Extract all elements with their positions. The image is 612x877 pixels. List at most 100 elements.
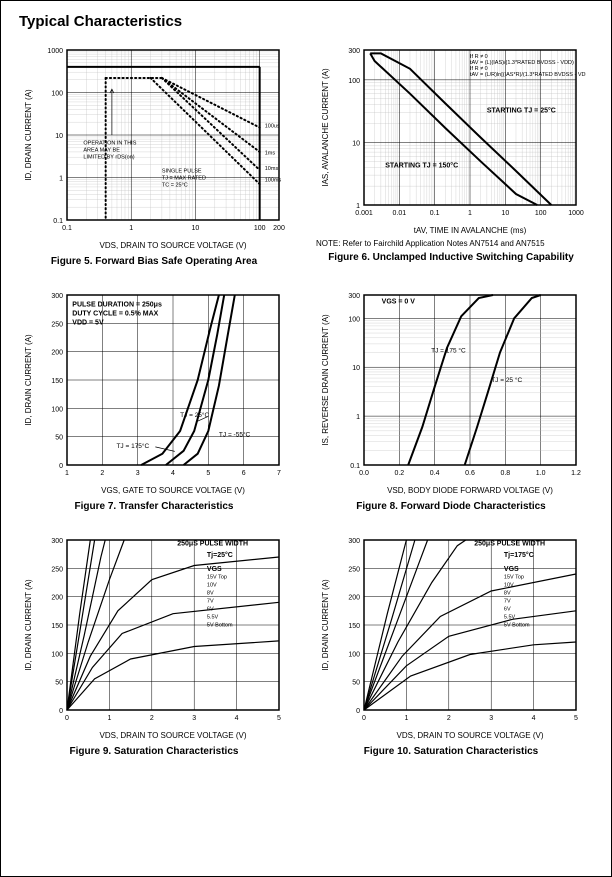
svg-text:0: 0 — [362, 715, 366, 722]
svg-text:VSD, BODY DIODE FORWARD VOLTAG: VSD, BODY DIODE FORWARD VOLTAGE (V) — [387, 486, 553, 495]
svg-text:0.1: 0.1 — [53, 218, 63, 225]
svg-text:10ms: 10ms — [265, 166, 279, 172]
figure-5: 0.11101002000.11101001000100us1ms10ms100… — [19, 42, 289, 267]
svg-text:0.8: 0.8 — [500, 470, 510, 477]
svg-text:6V: 6V — [504, 607, 511, 613]
svg-text:0: 0 — [356, 708, 360, 715]
svg-text:10: 10 — [192, 225, 200, 232]
svg-text:VGS = 0 V: VGS = 0 V — [382, 299, 416, 306]
svg-text:150: 150 — [348, 623, 360, 630]
svg-text:5.5V: 5.5V — [207, 615, 219, 621]
svg-text:7: 7 — [277, 470, 281, 477]
svg-text:10V: 10V — [504, 583, 514, 589]
svg-text:PULSE DURATION = 250μs: PULSE DURATION = 250μs — [72, 301, 162, 308]
svg-text:100: 100 — [348, 78, 360, 85]
fig9-caption: Figure 9. Saturation Characteristics — [19, 746, 289, 757]
svg-text:250: 250 — [51, 566, 63, 573]
svg-text:1000: 1000 — [47, 48, 63, 55]
svg-text:100: 100 — [348, 316, 360, 323]
fig10-chart: 012345050100150200250300VDS, DRAIN TO SO… — [316, 532, 586, 742]
svg-text:3: 3 — [136, 470, 140, 477]
svg-text:STARTING TJ = 25°C: STARTING TJ = 25°C — [487, 107, 556, 115]
fig6-caption: Figure 6. Unclamped Inductive Switching … — [316, 252, 586, 263]
svg-text:250: 250 — [51, 321, 63, 328]
svg-text:0.1: 0.1 — [62, 225, 72, 232]
svg-text:0.2: 0.2 — [394, 470, 404, 477]
svg-text:5V Bottom: 5V Bottom — [207, 623, 233, 629]
svg-text:0.6: 0.6 — [465, 470, 475, 477]
svg-text:250μS PULSE WIDTH: 250μS PULSE WIDTH — [474, 541, 545, 548]
svg-text:4: 4 — [235, 715, 239, 722]
svg-text:0.1: 0.1 — [350, 463, 360, 470]
svg-text:200: 200 — [51, 350, 63, 357]
svg-text:3: 3 — [192, 715, 196, 722]
svg-text:50: 50 — [55, 435, 63, 442]
svg-text:15V Top: 15V Top — [207, 575, 227, 581]
fig7-chart: 1234567050100150200250300VGS, GATE TO SO… — [19, 287, 289, 497]
svg-text:7V: 7V — [504, 599, 511, 605]
fig9-chart: 012345050100150200250300VDS, DRAIN TO SO… — [19, 532, 289, 742]
svg-text:TJ = 25 °C: TJ = 25 °C — [491, 376, 522, 384]
svg-text:0: 0 — [65, 715, 69, 722]
svg-text:ID, DRAIN CURRENT (A): ID, DRAIN CURRENT (A) — [24, 579, 33, 671]
svg-text:LIMITED BY rDS(on): LIMITED BY rDS(on) — [83, 154, 134, 160]
svg-text:Tj=175°C: Tj=175°C — [504, 551, 534, 559]
svg-text:VDS, DRAIN TO SOURCE VOLTAGE (: VDS, DRAIN TO SOURCE VOLTAGE (V) — [100, 241, 247, 250]
svg-text:300: 300 — [348, 293, 360, 300]
svg-text:ID, DRAIN CURRENT (A): ID, DRAIN CURRENT (A) — [24, 334, 33, 426]
svg-text:TJ = MAX RATED: TJ = MAX RATED — [162, 176, 206, 182]
datasheet-page: Typical Characteristics 0.11101002000.11… — [0, 0, 612, 877]
svg-text:0.0: 0.0 — [359, 470, 369, 477]
svg-text:5: 5 — [574, 715, 578, 722]
svg-text:IAS, AVALANCHE CURRENT (A): IAS, AVALANCHE CURRENT (A) — [321, 68, 330, 187]
svg-text:tAV = (L/R)ln[(IAS*R)/(1.3*RAT: tAV = (L/R)ln[(IAS*R)/(1.3*RATED BVDSS -… — [470, 72, 586, 78]
figure-10: 012345050100150200250300VDS, DRAIN TO SO… — [316, 532, 586, 757]
svg-text:200: 200 — [348, 595, 360, 602]
svg-text:1ms: 1ms — [265, 150, 276, 156]
svg-text:1: 1 — [59, 176, 63, 183]
svg-text:SINGLE PULSE: SINGLE PULSE — [162, 169, 202, 175]
svg-text:VDS, DRAIN TO SOURCE VOLTAGE (: VDS, DRAIN TO SOURCE VOLTAGE (V) — [397, 731, 544, 740]
svg-text:TJ = 175°C: TJ = 175°C — [116, 442, 149, 450]
svg-text:7V: 7V — [207, 599, 214, 605]
svg-text:1: 1 — [404, 715, 408, 722]
svg-text:100: 100 — [535, 210, 547, 217]
svg-text:100: 100 — [51, 406, 63, 413]
figure-9: 012345050100150200250300VDS, DRAIN TO SO… — [19, 532, 289, 757]
svg-text:1: 1 — [129, 225, 133, 232]
svg-text:10: 10 — [501, 210, 509, 217]
svg-text:1: 1 — [356, 203, 360, 210]
svg-text:2: 2 — [150, 715, 154, 722]
svg-text:5.5V: 5.5V — [504, 615, 516, 621]
fig6-note: NOTE: Refer to Fairchild Application Not… — [316, 239, 586, 248]
svg-text:5: 5 — [277, 715, 281, 722]
svg-text:VDD = 5V: VDD = 5V — [72, 319, 104, 326]
svg-text:1: 1 — [356, 414, 360, 421]
svg-text:250: 250 — [348, 566, 360, 573]
svg-text:0.1: 0.1 — [430, 210, 440, 217]
svg-text:4: 4 — [171, 470, 175, 477]
svg-text:100: 100 — [254, 225, 266, 232]
svg-text:300: 300 — [348, 48, 360, 55]
svg-text:150: 150 — [51, 623, 63, 630]
svg-text:1000: 1000 — [568, 210, 584, 217]
svg-text:10: 10 — [55, 133, 63, 140]
svg-text:4: 4 — [532, 715, 536, 722]
svg-text:6: 6 — [242, 470, 246, 477]
svg-text:100us: 100us — [265, 124, 280, 130]
svg-text:1.2: 1.2 — [571, 470, 581, 477]
svg-text:5V Bottom: 5V Bottom — [504, 623, 530, 629]
svg-text:AREA MAY BE: AREA MAY BE — [83, 147, 120, 153]
svg-text:1: 1 — [468, 210, 472, 217]
svg-text:ID, DRAIN CURRENT (A): ID, DRAIN CURRENT (A) — [321, 579, 330, 671]
svg-text:0.4: 0.4 — [430, 470, 440, 477]
svg-text:100: 100 — [51, 651, 63, 658]
svg-text:IS, REVERSE DRAIN CURRENT (A): IS, REVERSE DRAIN CURRENT (A) — [321, 314, 330, 446]
figure-grid: 0.11101002000.11101001000100us1ms10ms100… — [19, 42, 593, 757]
svg-text:TJ = -55°C: TJ = -55°C — [219, 431, 251, 439]
svg-text:Tj=25°C: Tj=25°C — [207, 551, 233, 559]
svg-text:300: 300 — [51, 538, 63, 545]
svg-text:200: 200 — [273, 225, 285, 232]
svg-text:200: 200 — [51, 595, 63, 602]
svg-text:TJ = 175 °C: TJ = 175 °C — [431, 347, 466, 355]
